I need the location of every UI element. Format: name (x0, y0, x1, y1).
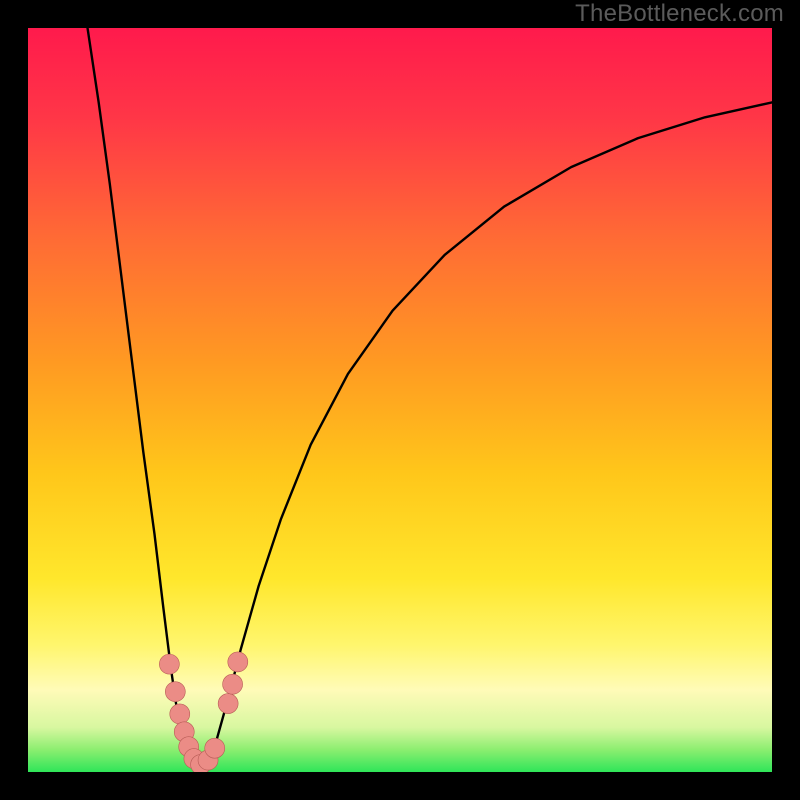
plot-area (28, 28, 772, 772)
curve-marker (218, 694, 238, 714)
curve-marker (165, 682, 185, 702)
curve-marker (228, 652, 248, 672)
curve-marker (205, 738, 225, 758)
chart-frame: TheBottleneck.com (0, 0, 800, 800)
watermark-text: TheBottleneck.com (575, 0, 784, 28)
curve-marker (223, 674, 243, 694)
curve-marker (159, 654, 179, 674)
gradient-background (28, 28, 772, 772)
curve-marker (170, 704, 190, 724)
chart-svg (28, 28, 772, 772)
